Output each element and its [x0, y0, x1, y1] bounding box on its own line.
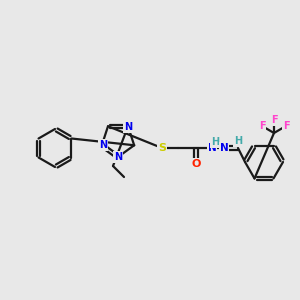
Text: F: F [271, 115, 277, 125]
Text: H: H [234, 136, 242, 146]
Text: F: F [259, 121, 265, 131]
Text: S: S [158, 143, 166, 153]
Text: N: N [99, 140, 107, 150]
Text: N: N [208, 143, 216, 153]
Text: O: O [191, 159, 201, 169]
Text: N: N [124, 122, 132, 132]
Text: H: H [211, 137, 219, 147]
Text: N: N [220, 143, 228, 153]
Text: N: N [114, 152, 122, 162]
Text: F: F [283, 121, 289, 131]
